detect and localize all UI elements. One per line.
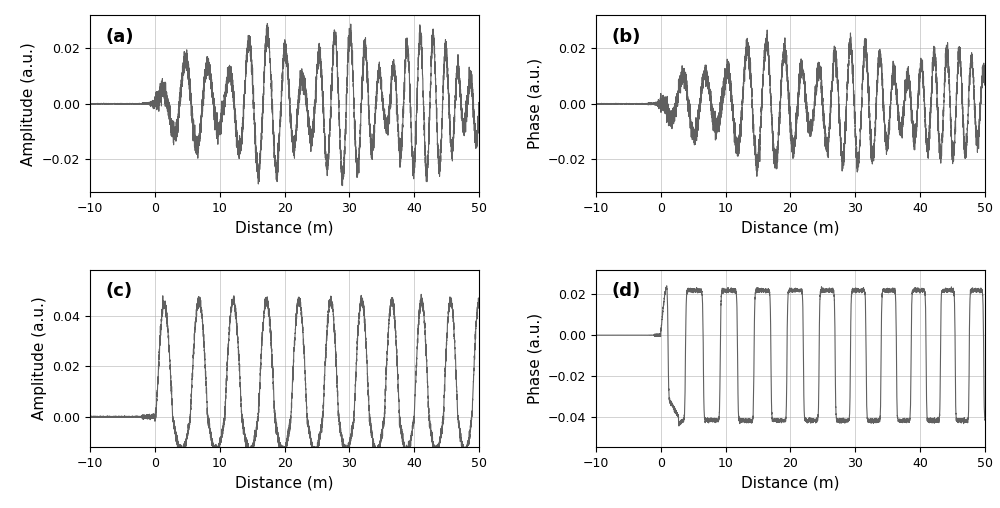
Y-axis label: Amplitude (a.u.): Amplitude (a.u.) <box>21 42 36 166</box>
X-axis label: Distance (m): Distance (m) <box>235 220 334 236</box>
Text: (a): (a) <box>106 27 134 46</box>
X-axis label: Distance (m): Distance (m) <box>741 220 840 236</box>
Text: (d): (d) <box>611 282 641 300</box>
Y-axis label: Amplitude (a.u.): Amplitude (a.u.) <box>32 297 47 421</box>
X-axis label: Distance (m): Distance (m) <box>235 475 334 490</box>
X-axis label: Distance (m): Distance (m) <box>741 475 840 490</box>
Y-axis label: Phase (a.u.): Phase (a.u.) <box>527 58 542 149</box>
Text: (b): (b) <box>611 27 641 46</box>
Y-axis label: Phase (a.u.): Phase (a.u.) <box>527 313 542 404</box>
Text: (c): (c) <box>106 282 133 300</box>
